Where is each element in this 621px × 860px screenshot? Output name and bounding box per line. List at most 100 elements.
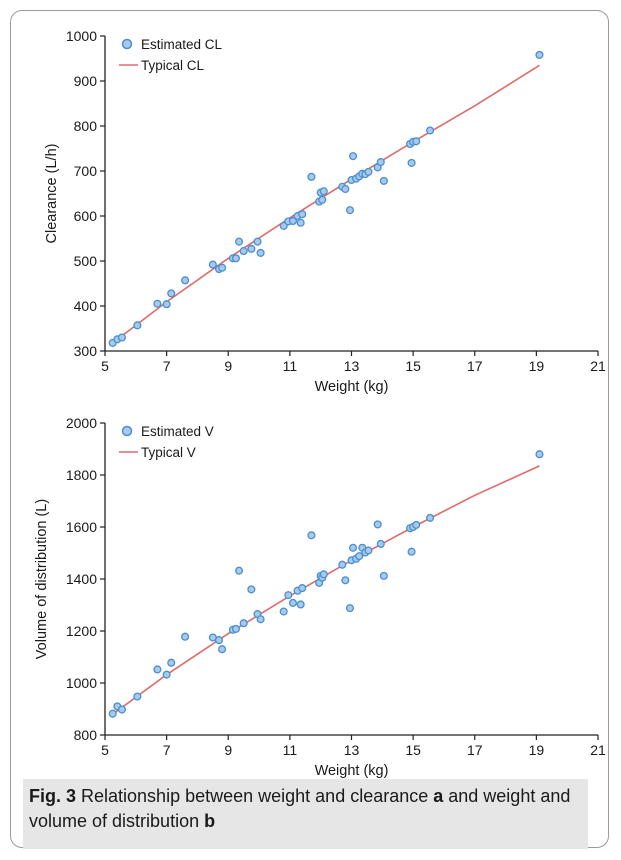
legend-marker-points	[121, 425, 133, 437]
data-point	[284, 591, 293, 600]
y-tick-label: 300	[74, 343, 98, 359]
data-point	[239, 247, 248, 256]
legend-label-points: Estimated CL	[141, 37, 223, 52]
typical-line	[112, 64, 540, 344]
y-tick-label: 900	[74, 73, 98, 89]
y-tick-label: 800	[74, 118, 98, 134]
legend-label-line: Typical V	[141, 445, 196, 460]
y-tick-label: 500	[74, 253, 98, 269]
data-point	[133, 321, 142, 330]
y-axis-label: Volume of distribution (L)	[34, 499, 50, 659]
data-point	[319, 570, 328, 579]
data-point	[162, 300, 171, 309]
data-point	[341, 576, 350, 585]
y-tick-label: 1800	[66, 467, 97, 483]
data-point	[426, 513, 435, 522]
x-tick-label: 13	[344, 742, 360, 758]
y-tick-label: 800	[74, 727, 98, 743]
y-axis-label: Clearance (L/h)	[44, 144, 60, 244]
data-point	[296, 218, 305, 227]
x-tick-label: 7	[163, 358, 171, 374]
data-point	[181, 276, 190, 285]
data-point	[376, 157, 385, 167]
data-point	[379, 571, 388, 580]
data-point	[348, 543, 358, 552]
data-point	[307, 531, 316, 540]
data-point	[253, 237, 262, 246]
data-point	[234, 566, 244, 575]
x-tick-label: 15	[405, 358, 421, 374]
x-tick-label: 15	[405, 742, 421, 758]
data-point	[535, 450, 544, 459]
data-point	[167, 658, 176, 667]
data-point	[256, 248, 265, 257]
y-tick-label: 400	[74, 298, 98, 314]
data-point	[407, 547, 416, 556]
figure-caption: Fig. 3 Relationship between weight and c…	[23, 779, 588, 849]
x-tick-label: 11	[283, 742, 298, 758]
data-point	[373, 520, 382, 529]
data-point	[218, 645, 227, 654]
chart-panel-b: 800 1000 1200 1400 1600 1800 2000 5 7 9 11 13 15 17 19…	[34, 415, 606, 779]
data-point	[117, 705, 126, 714]
figure-frame	[10, 10, 609, 848]
data-point	[208, 260, 217, 269]
caption-panel-b-label: b	[204, 811, 216, 831]
data-point	[214, 636, 224, 645]
x-axis-label: Weight (kg)	[315, 763, 389, 779]
x-tick-label: 13	[344, 358, 360, 374]
data-point	[376, 539, 385, 548]
data-point	[181, 632, 190, 641]
y-tick-label: 1000	[66, 675, 97, 691]
typical-line	[112, 465, 540, 715]
x-tick-label: 21	[590, 742, 606, 758]
x-tick-label: 19	[529, 358, 545, 374]
data-point	[162, 670, 171, 679]
y-tick-label: 2000	[66, 415, 97, 431]
y-tick-label: 1000	[66, 28, 97, 44]
data-point	[348, 152, 358, 161]
data-point	[117, 333, 126, 342]
data-point	[412, 520, 421, 529]
legend-marker-points	[121, 38, 133, 50]
y-tick-label: 1400	[66, 571, 97, 587]
data-point	[218, 263, 227, 272]
data-point	[318, 195, 327, 204]
chart-panel-a: 300 400 500 600 700 800 900 1000 5 7 9 11 13 15 17 19 21…	[44, 28, 606, 395]
data-point	[426, 126, 435, 135]
legend-label-line: Typical CL	[141, 58, 205, 73]
data-point	[338, 560, 347, 569]
data-point	[364, 546, 373, 555]
data-point	[108, 709, 117, 718]
data-point	[307, 172, 316, 181]
x-tick-label: 17	[467, 358, 483, 374]
data-point	[345, 604, 355, 613]
x-tick-label: 9	[224, 742, 232, 758]
data-point	[379, 176, 388, 185]
data-point	[288, 598, 298, 607]
data-point	[355, 552, 364, 561]
legend-label-points: Estimated V	[141, 424, 214, 439]
data-point	[279, 607, 288, 616]
x-tick-label: 19	[529, 742, 545, 758]
data-point	[407, 158, 416, 167]
data-point	[133, 692, 142, 701]
y-tick-label: 700	[74, 163, 98, 179]
x-tick-label: 7	[163, 742, 171, 758]
y-tick-label: 600	[74, 208, 98, 224]
x-tick-label: 17	[467, 742, 483, 758]
data-point	[298, 584, 307, 593]
data-point	[256, 615, 265, 624]
y-tick-label: 1200	[66, 623, 97, 639]
data-point	[247, 585, 256, 594]
data-point	[345, 206, 355, 215]
x-tick-label: 9	[224, 358, 232, 374]
data-point	[231, 254, 241, 263]
data-point	[412, 137, 421, 146]
data-point	[167, 289, 176, 298]
data-point	[153, 665, 162, 674]
data-point	[153, 299, 162, 308]
caption-figure-label: Fig. 3	[29, 786, 77, 806]
x-tick-label: 5	[101, 358, 109, 374]
caption-panel-a-label: a	[433, 786, 444, 806]
